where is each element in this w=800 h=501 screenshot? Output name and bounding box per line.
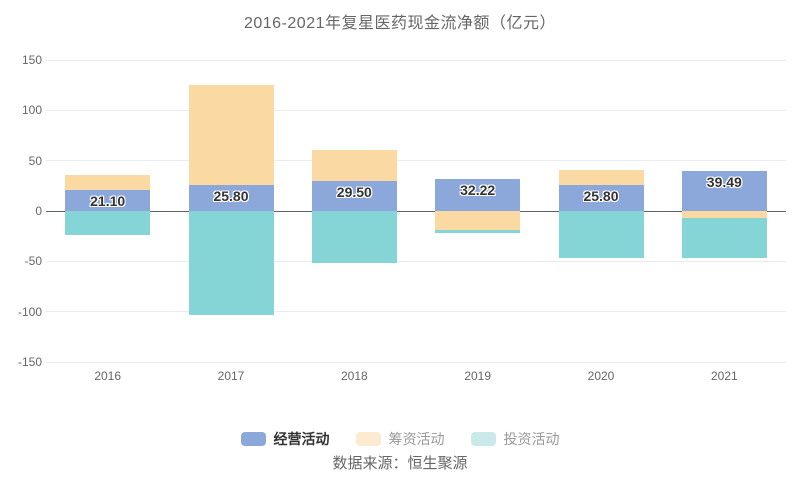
chart-title: 2016-2021年复星医药现金流净额（亿元） (243, 15, 557, 32)
bar-value-label-2020: 25.80 (583, 188, 619, 205)
gridline (46, 59, 786, 61)
bar-segment-2017-investing (188, 211, 274, 315)
bar-segment-2018-investing (311, 211, 397, 264)
bar-segment-2020-financing (558, 170, 644, 186)
gridline (46, 311, 786, 313)
x-axis-label-2021: 2021 (710, 369, 738, 383)
bar-value-label-2021: 39.49 (706, 174, 742, 191)
x-axis-label-2020: 2020 (587, 369, 615, 383)
bar-segment-2019-investing (435, 230, 521, 234)
legend-item-label: 投资活动 (503, 431, 560, 447)
bar-value-label-2017: 25.80 (213, 188, 249, 205)
legend-item-label: 筹资活动 (388, 431, 445, 447)
gridline (46, 109, 786, 111)
legend-item-经营活动[interactable]: 经营活动 (240, 429, 330, 449)
legend-item-label: 经营活动 (273, 431, 330, 447)
legend-swatch-icon (240, 432, 266, 446)
y-axis-tick-label: 150 (21, 53, 42, 67)
y-axis-tick-label: 50 (28, 153, 42, 168)
x-axis-label-2018: 2018 (340, 369, 368, 383)
legend-swatch-icon (470, 432, 496, 446)
bar-value-label-2018: 29.50 (336, 184, 372, 201)
bar-segment-2020-operating (558, 185, 644, 211)
gridline (46, 361, 786, 363)
bar-segment-2021-investing (681, 218, 767, 259)
bar-segment-2016-financing (65, 175, 151, 190)
bar-segment-2019-operating (435, 178, 521, 211)
bar-segment-2016-operating (65, 189, 151, 211)
legend-item-投资活动[interactable]: 投资活动 (470, 429, 560, 449)
gridline (46, 160, 786, 162)
y-axis-tick-label: 100 (21, 103, 42, 118)
x-axis-label-2016: 2016 (94, 369, 122, 383)
bar-segment-2021-financing (681, 211, 767, 219)
bar-segment-2019-financing (435, 211, 521, 231)
zero-axis-line (46, 210, 786, 212)
y-axis-tick-label: -150 (17, 355, 42, 369)
y-axis-tick-label: -50 (24, 254, 42, 269)
bar-segment-2020-investing (558, 211, 644, 259)
legend-item-筹资活动[interactable]: 筹资活动 (355, 429, 445, 449)
bar-segment-2018-financing (311, 149, 397, 182)
x-axis-label-2017: 2017 (217, 369, 245, 383)
legend-swatch-icon (355, 432, 381, 446)
data-source-note: 数据来源：恒生聚源 (332, 455, 468, 472)
bar-segment-2018-operating (311, 181, 397, 211)
gridline (46, 260, 786, 262)
x-axis-label-2019: 2019 (464, 369, 492, 383)
bar-segment-2021-operating (681, 171, 767, 211)
legend: 经营活动 筹资活动 投资活动 (0, 429, 800, 449)
bar-value-label-2016: 21.10 (90, 192, 126, 209)
bar-segment-2016-investing (65, 211, 151, 236)
y-axis-tick-label: -100 (17, 304, 42, 319)
y-axis-tick-label: 0 (35, 204, 42, 218)
bar-segment-2017-financing (188, 85, 274, 186)
bar-segment-2017-operating (188, 185, 274, 211)
bar-value-label-2019: 32.22 (460, 181, 496, 198)
